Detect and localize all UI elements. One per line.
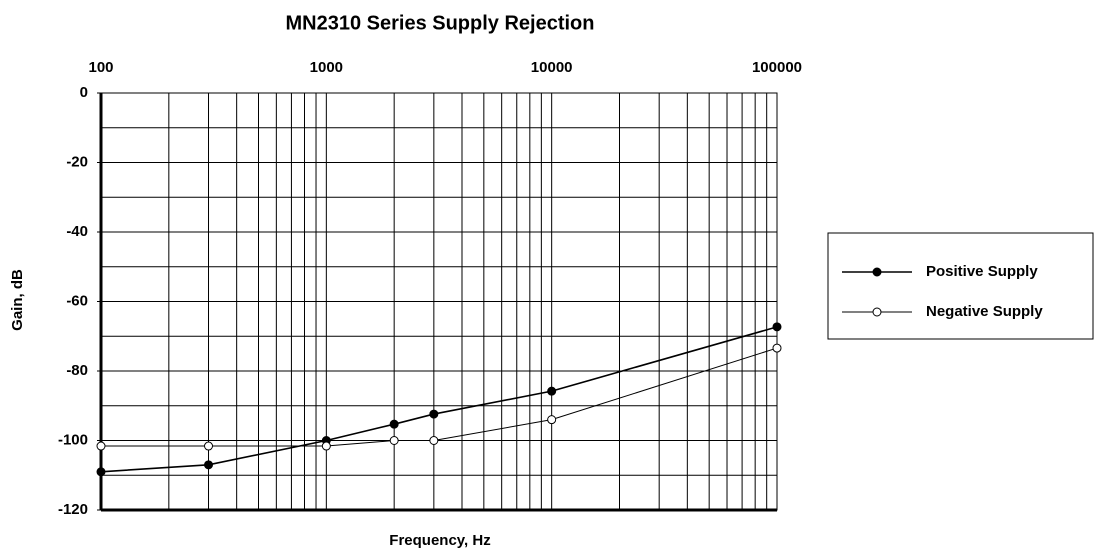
x-tick-label: 100000: [752, 59, 802, 76]
marker: [204, 460, 214, 470]
legend-marker: [872, 267, 882, 277]
legend-label: Negative Supply: [926, 303, 1043, 320]
marker: [772, 322, 782, 332]
marker: [772, 343, 782, 353]
x-tick-label: 1000: [310, 59, 343, 76]
marker: [321, 441, 331, 451]
marker: [96, 441, 106, 451]
y-tick-label: -40: [66, 223, 88, 240]
marker: [429, 436, 439, 445]
legend-marker: [872, 307, 882, 317]
x-tick-label: 100: [88, 59, 113, 76]
y-tick-label: -120: [58, 501, 88, 518]
y-tick-label: -60: [66, 292, 88, 309]
y-tick-label: 0: [80, 84, 88, 101]
marker: [96, 467, 106, 477]
marker: [389, 419, 399, 429]
marker: [389, 436, 399, 445]
marker: [547, 415, 557, 425]
y-tick-label: -100: [58, 431, 88, 448]
x-tick-label: 10000: [531, 59, 573, 76]
y-tick-label: -80: [66, 362, 88, 379]
marker: [204, 441, 214, 451]
legend-label: Positive Supply: [926, 263, 1038, 280]
series-line: [100, 326, 778, 473]
y-axis-label: Gain, dB: [9, 269, 26, 331]
legend-box: [827, 232, 1094, 340]
x-axis-label: Frequency, Hz: [389, 532, 490, 549]
marker: [547, 386, 557, 396]
y-tick-label: -20: [66, 153, 88, 170]
chart-title: MN2310 Series Supply Rejection: [285, 12, 594, 34]
marker: [429, 409, 439, 419]
series-line: [101, 347, 778, 447]
